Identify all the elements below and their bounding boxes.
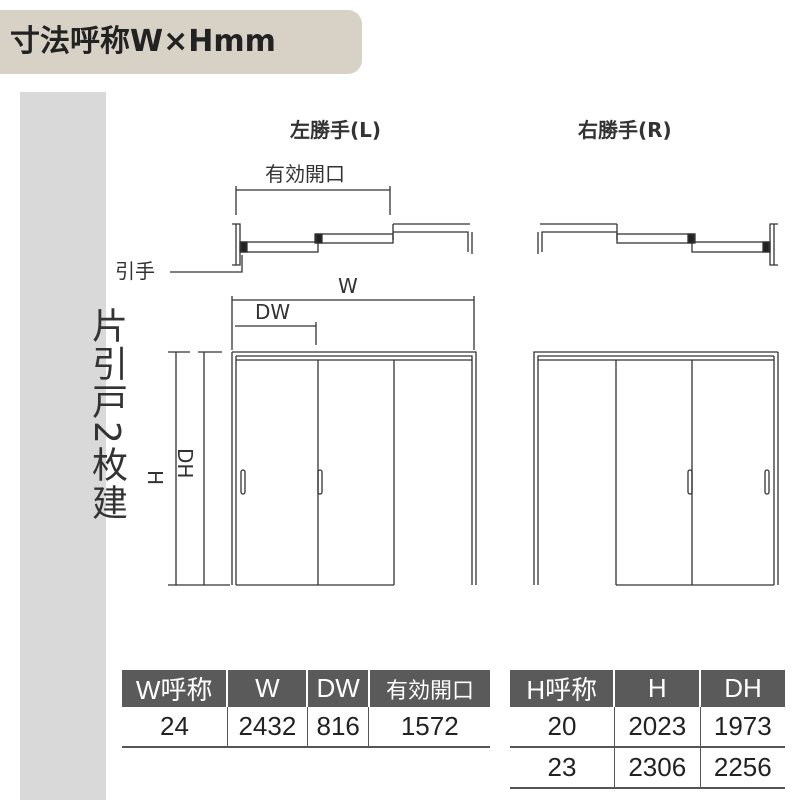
col-header: DH [699, 670, 785, 707]
right-hand-diagram [533, 223, 779, 586]
sidebar: 片引戸2枚建 [20, 92, 127, 800]
cell: 24 [122, 707, 228, 748]
opening-label: 有効開口 [265, 162, 345, 186]
h-label: H [143, 470, 167, 485]
dh-dimension [198, 351, 222, 585]
h-dimension [168, 351, 230, 586]
width-table: W呼称 W DW 有効開口 24 2432 816 1572 [122, 670, 490, 748]
plan-door-1 [239, 241, 319, 253]
dh-label: DH [173, 448, 197, 478]
cell: 23 [510, 747, 615, 789]
plan-left-jamb [232, 223, 241, 266]
right-hand-title: 右勝手(R) [578, 118, 672, 142]
col-header: W呼称 [122, 670, 228, 707]
cell: 2306 [613, 747, 701, 789]
plan-handle-2 [315, 233, 323, 244]
elevation-doors [236, 360, 395, 586]
cell: 2256 [699, 747, 785, 789]
left-hand-title: 左勝手(L) [290, 118, 381, 142]
col-header: W [226, 670, 308, 707]
col-header: 有効開口 [367, 670, 490, 707]
elevation-frame [231, 351, 477, 585]
cell: 2432 [226, 707, 308, 748]
cell: 2023 [613, 707, 701, 748]
col-header: H呼称 [510, 670, 615, 707]
col-header: DW [306, 670, 369, 707]
door-handle-2 [317, 469, 323, 495]
cell: 1572 [368, 707, 490, 748]
w-dimension [231, 296, 475, 350]
cell: 1973 [699, 707, 785, 748]
cell: 816 [306, 707, 369, 748]
height-table: H呼称 H DH 20 2023 1973 23 2306 2256 [510, 670, 785, 789]
w-label: W [338, 274, 358, 298]
door-type-label: 片引戸2枚建 [86, 307, 127, 522]
opening-dimension [235, 186, 391, 215]
handle-label: 引手 [115, 259, 155, 283]
plan-handle-1 [240, 241, 248, 253]
table-row: 23 2306 2256 [510, 747, 785, 789]
dw-dimension [235, 322, 317, 345]
page-title: 寸法呼称W×Hmm [0, 10, 362, 74]
table-row: 24 2432 816 1572 [122, 707, 490, 748]
col-header: H [613, 670, 701, 707]
plan-right-wall [392, 223, 473, 254]
cell: 20 [510, 707, 615, 748]
table-row: 20 2023 1973 [510, 707, 785, 748]
dw-label: DW [255, 300, 290, 324]
plan-door-2 [314, 233, 394, 244]
handle-leader [170, 255, 243, 273]
door-handle-1 [240, 469, 246, 495]
